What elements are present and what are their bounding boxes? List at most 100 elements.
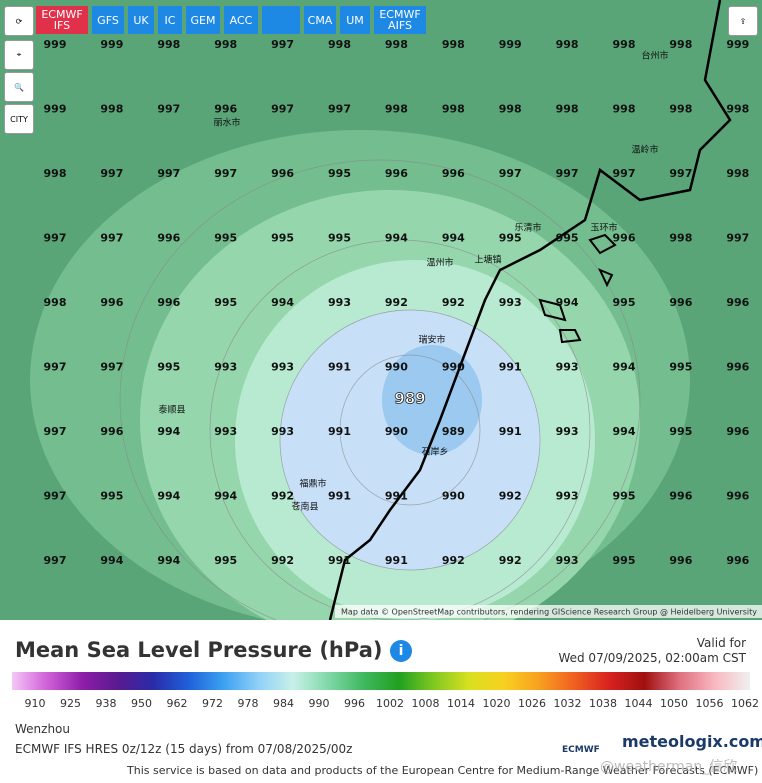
- pressure-value: 996: [613, 232, 636, 245]
- pressure-value: 995: [556, 232, 579, 245]
- pressure-value: 996: [669, 554, 692, 567]
- pressure-value: 993: [271, 361, 294, 374]
- pressure-value: 997: [100, 167, 123, 180]
- pressure-value: 997: [157, 103, 180, 116]
- valid-time: Wed 07/09/2025, 02:00am CST: [558, 651, 746, 665]
- pressure-value: 995: [214, 554, 237, 567]
- model-button[interactable]: [262, 6, 300, 34]
- model-button[interactable]: IC: [158, 6, 182, 34]
- attribution: Map data © OpenStreetMap contributors, r…: [341, 608, 757, 617]
- place: 石岸乡: [421, 447, 448, 458]
- model-button[interactable]: UM: [340, 6, 370, 34]
- pressure-value: 998: [726, 167, 749, 180]
- pressure-value: 999: [44, 38, 67, 51]
- scale-tick-label: 990: [308, 697, 330, 710]
- legend-title: Mean Sea Level Pressure (hPa): [15, 638, 383, 662]
- pressure-value: 997: [157, 167, 180, 180]
- pressure-value: 997: [271, 38, 294, 51]
- pressure-value: 993: [214, 361, 237, 374]
- pressure-value: 992: [271, 554, 294, 567]
- pressure-value: 995: [328, 167, 351, 180]
- pressure-value: 996: [385, 167, 408, 180]
- islands: [538, 233, 617, 344]
- pressure-value: 993: [556, 361, 579, 374]
- info-button[interactable]: i: [390, 640, 412, 662]
- pressure-value: 995: [328, 232, 351, 245]
- pressure-value: 997: [556, 167, 579, 180]
- pressure-value: 996: [726, 361, 749, 374]
- pressure-value: 997: [669, 167, 692, 180]
- pressure-value: 998: [44, 167, 67, 180]
- place: 丽水市: [213, 117, 240, 129]
- pressure-value: 998: [157, 38, 180, 51]
- pressure-value: 998: [556, 103, 579, 116]
- pressure-value: 997: [44, 232, 67, 245]
- pressure-value: 996: [100, 425, 123, 438]
- pressure-value: 994: [556, 296, 579, 309]
- pressure-value: 994: [157, 554, 180, 567]
- disclaimer: This service is based on data and produc…: [127, 764, 759, 777]
- pressure-value: 995: [669, 425, 692, 438]
- place: 温州市: [426, 257, 453, 269]
- share-button[interactable]: ⇪: [728, 6, 758, 36]
- model-button[interactable]: GFS: [92, 6, 124, 34]
- pressure-value: 996: [726, 425, 749, 438]
- pressure-value: 998: [44, 296, 67, 309]
- pressure-value: 995: [214, 296, 237, 309]
- pressure-value: 995: [214, 232, 237, 245]
- pressure-value: 996: [726, 296, 749, 309]
- brand: meteologix.com: [622, 732, 762, 751]
- pressure-value: 999: [726, 38, 749, 51]
- scale-tick-label: 972: [202, 697, 223, 710]
- city-button[interactable]: CITY: [4, 104, 34, 134]
- model-run: ECMWF IFS HRES 0z/12z (15 days) from 07/…: [15, 742, 353, 756]
- pressure-value: 995: [613, 296, 636, 309]
- pressure-value: 996: [669, 490, 692, 503]
- attribution-bg: [335, 605, 762, 618]
- pressure-value: 998: [442, 103, 465, 116]
- locate-button[interactable]: ⌖: [4, 40, 34, 70]
- low-center: 989: [394, 390, 425, 408]
- pressure-value: 993: [556, 425, 579, 438]
- model-button[interactable]: UK: [128, 6, 154, 34]
- model-button[interactable]: ECMWF IFS: [36, 6, 88, 34]
- pressure-value: 996: [442, 167, 465, 180]
- pressure-value: 993: [214, 425, 237, 438]
- pressure-value: 993: [328, 296, 351, 309]
- pressure-value: 997: [44, 554, 67, 567]
- pressure-value: 998: [613, 38, 636, 51]
- pressure-value: 996: [100, 296, 123, 309]
- pressure-value: 997: [100, 232, 123, 245]
- pressure-value: 990: [442, 361, 465, 374]
- pressure-value: 998: [669, 103, 692, 116]
- pressure-value: 997: [613, 167, 636, 180]
- scale-tick-label: 984: [273, 697, 294, 710]
- model-button[interactable]: ECMWF AIFS: [374, 6, 426, 34]
- pressure-value: 994: [100, 554, 123, 567]
- pressure-value: 997: [44, 425, 67, 438]
- pressure-value: 991: [385, 554, 408, 567]
- place: 乐清市: [514, 222, 541, 234]
- pressure-value: 992: [499, 490, 522, 503]
- scale-tick-label: 950: [131, 697, 152, 710]
- model-button[interactable]: ACC: [224, 6, 258, 34]
- pressure-value: 995: [613, 490, 636, 503]
- pressure-value: 998: [328, 38, 351, 51]
- pressure-value: 992: [499, 554, 522, 567]
- scale-tick-label: 1026: [518, 697, 546, 710]
- pressure-value: 992: [442, 296, 465, 309]
- scale-tick-label: 1020: [482, 697, 511, 710]
- model-button[interactable]: CMA: [304, 6, 336, 34]
- model-button[interactable]: GEM: [186, 6, 220, 34]
- scale-tick-label: 1002: [376, 697, 404, 710]
- refresh-button[interactable]: ⟳: [4, 6, 34, 36]
- pressure-value: 997: [271, 103, 294, 116]
- pressure-value: 998: [499, 103, 522, 116]
- zoom-button[interactable]: 🔍: [4, 72, 34, 102]
- pressure-value: 991: [499, 425, 522, 438]
- pressure-value: 989: [442, 425, 465, 438]
- pressure-value: 992: [442, 554, 465, 567]
- scale-tick-label: 925: [60, 697, 81, 710]
- pressure-value: 998: [726, 103, 749, 116]
